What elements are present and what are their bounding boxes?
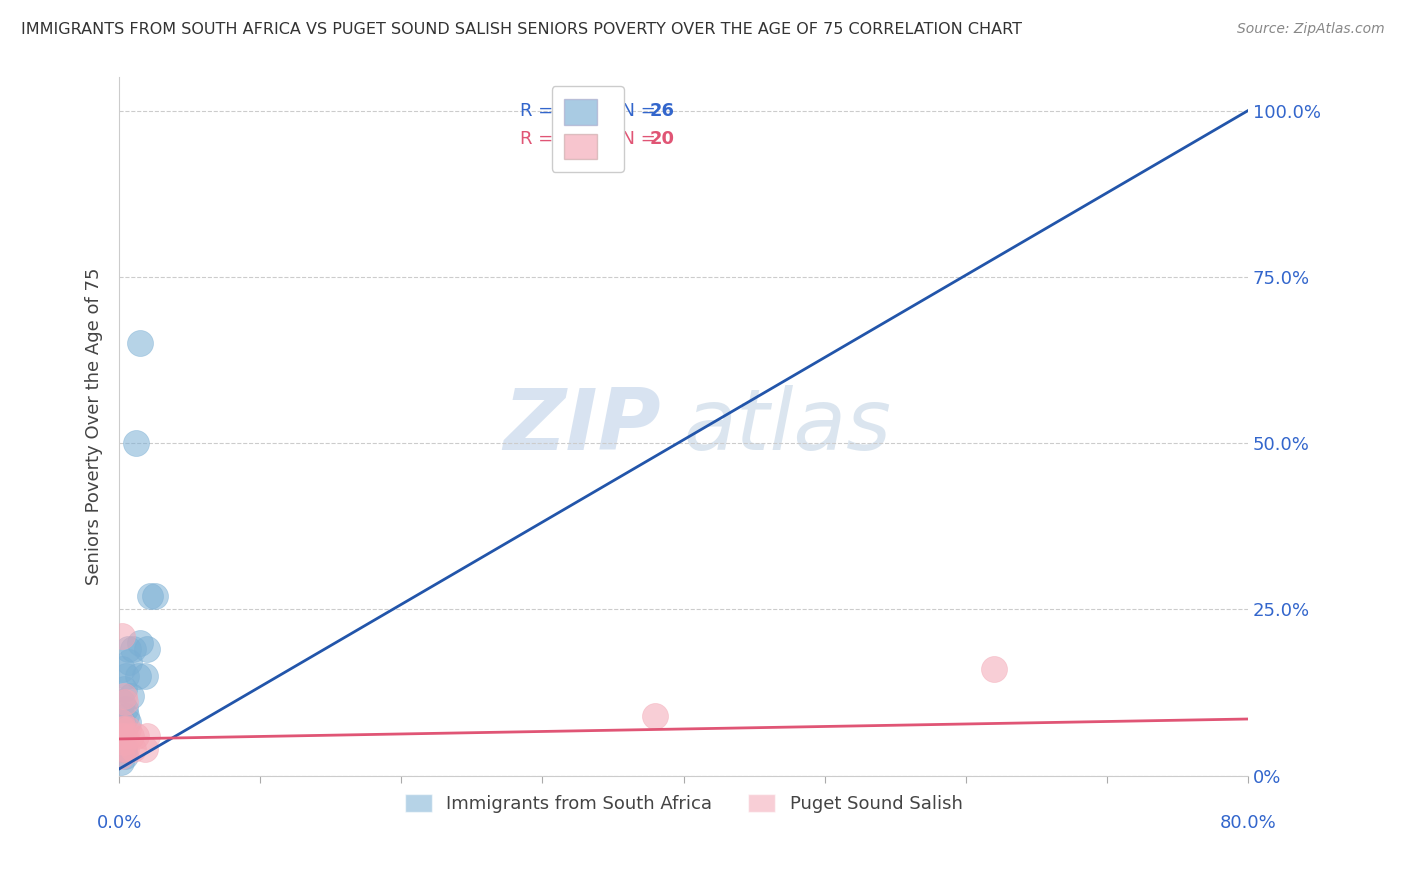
Text: atlas: atlas bbox=[683, 385, 891, 468]
Point bbox=[112, 682, 135, 697]
Point bbox=[134, 742, 156, 756]
Point bbox=[143, 589, 166, 603]
Point bbox=[114, 729, 136, 743]
Point bbox=[125, 729, 148, 743]
Point bbox=[117, 715, 139, 730]
Point bbox=[117, 722, 139, 736]
Y-axis label: Seniors Poverty Over the Age of 75: Seniors Poverty Over the Age of 75 bbox=[86, 268, 103, 585]
Point bbox=[110, 748, 132, 763]
Text: R =: R = bbox=[520, 102, 565, 120]
Point bbox=[115, 742, 138, 756]
Point bbox=[129, 336, 152, 351]
Point bbox=[111, 695, 134, 709]
Text: IMMIGRANTS FROM SOUTH AFRICA VS PUGET SOUND SALISH SENIORS POVERTY OVER THE AGE : IMMIGRANTS FROM SOUTH AFRICA VS PUGET SO… bbox=[21, 22, 1022, 37]
Text: 80.0%: 80.0% bbox=[1219, 814, 1277, 832]
Point bbox=[112, 722, 135, 736]
Text: 0.089: 0.089 bbox=[561, 130, 619, 148]
Point bbox=[112, 735, 135, 749]
Point bbox=[127, 669, 149, 683]
Point bbox=[120, 729, 142, 743]
Point bbox=[129, 635, 152, 649]
Point bbox=[117, 642, 139, 657]
Point bbox=[111, 722, 134, 736]
Point bbox=[114, 695, 136, 709]
Text: 0.721: 0.721 bbox=[561, 102, 619, 120]
Point bbox=[125, 436, 148, 450]
Point bbox=[111, 629, 134, 643]
Text: 26: 26 bbox=[650, 102, 675, 120]
Point bbox=[110, 729, 132, 743]
Point bbox=[122, 642, 145, 657]
Point bbox=[118, 656, 141, 670]
Point bbox=[112, 689, 135, 703]
Text: 20: 20 bbox=[650, 130, 675, 148]
Point bbox=[139, 589, 162, 603]
Point bbox=[110, 715, 132, 730]
Point bbox=[112, 742, 135, 756]
Text: Source: ZipAtlas.com: Source: ZipAtlas.com bbox=[1237, 22, 1385, 37]
Text: N =: N = bbox=[610, 130, 662, 148]
Point bbox=[136, 729, 159, 743]
Point bbox=[122, 742, 145, 756]
Point bbox=[134, 669, 156, 683]
Text: R =: R = bbox=[520, 130, 565, 148]
Point bbox=[111, 735, 134, 749]
Point bbox=[111, 662, 134, 676]
Point bbox=[110, 722, 132, 736]
Text: 0.0%: 0.0% bbox=[97, 814, 142, 832]
Legend: Immigrants from South Africa, Puget Sound Salish: Immigrants from South Africa, Puget Soun… bbox=[395, 785, 972, 822]
Point bbox=[111, 715, 134, 730]
Point bbox=[110, 742, 132, 756]
Point bbox=[644, 708, 666, 723]
Point bbox=[114, 702, 136, 716]
Point bbox=[110, 756, 132, 770]
Point bbox=[115, 708, 138, 723]
Point bbox=[114, 748, 136, 763]
Point bbox=[111, 742, 134, 756]
Point bbox=[136, 642, 159, 657]
Point bbox=[983, 662, 1005, 676]
Text: ZIP: ZIP bbox=[503, 385, 661, 468]
Point bbox=[120, 689, 142, 703]
Text: N =: N = bbox=[610, 102, 662, 120]
Point bbox=[115, 669, 138, 683]
